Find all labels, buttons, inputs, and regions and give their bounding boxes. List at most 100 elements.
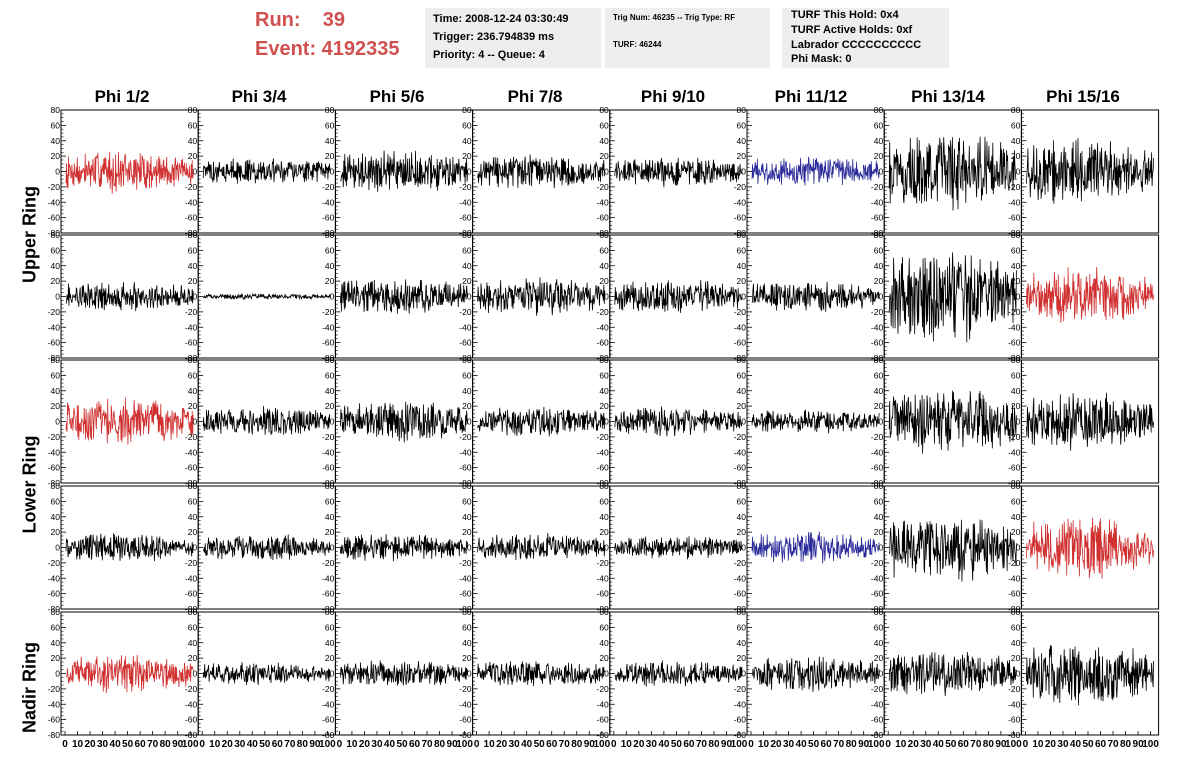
x-tick-label-c6-10: 100 (1005, 739, 1022, 750)
y-tick-label-r2-c6-6: -40 (871, 447, 884, 457)
y-tick-label-r0-c7-5: -20 (1008, 182, 1021, 192)
y-tick-label-r3-c1-0: 80 (188, 481, 198, 491)
y-tick-label-r4-c3-1: 60 (462, 622, 472, 632)
y-tick-label-r4-c1-6: -40 (185, 699, 198, 709)
y-tick-label-r3-c7-2: 40 (1011, 512, 1021, 522)
y-tick-label-r4-c1-8: -80 (185, 730, 198, 740)
y-tick-label-r2-c0-1: 60 (51, 370, 61, 380)
y-tick-label-r4-c0-7: -60 (48, 715, 61, 725)
y-tick-label-r1-c0-8: -80 (48, 353, 61, 363)
x-tick-label-c2-1: 10 (346, 739, 358, 750)
y-tick-label-r2-c4-7: -60 (597, 463, 610, 473)
y-tick-label-r4-c0-6: -40 (48, 699, 61, 709)
y-tick-label-r4-c1-3: 20 (188, 653, 198, 663)
x-tick-label-c5-4: 40 (796, 739, 808, 750)
x-tick-label-c5-8: 80 (846, 739, 858, 750)
y-tick-label-r3-c7-6: -40 (1008, 573, 1021, 583)
x-tick-label-c2-3: 30 (371, 739, 383, 750)
y-tick-label-r1-c3-4: 0 (467, 292, 472, 302)
x-tick-label-c7-9: 90 (1133, 739, 1145, 750)
x-tick-label-c0-0: 0 (62, 739, 68, 750)
x-tick-label-c5-5: 50 (808, 739, 820, 750)
y-tick-label-r0-c2-6: -40 (322, 197, 335, 207)
y-tick-label-r1-c4-8: -80 (597, 353, 610, 363)
waveform-r0-c5 (751, 156, 880, 186)
y-tick-label-r1-c0-6: -40 (48, 322, 61, 332)
y-tick-label-r4-c4-2: 40 (599, 638, 609, 648)
y-tick-label-r2-c3-2: 40 (462, 386, 472, 396)
y-tick-label-r4-c1-4: 0 (192, 669, 197, 679)
x-tick-label-c3-8: 80 (571, 739, 583, 750)
y-tick-label-r2-c2-2: 40 (325, 386, 335, 396)
y-tick-label-r4-c0-2: 40 (51, 638, 61, 648)
y-tick-label-r0-c5-2: 40 (737, 136, 747, 146)
x-tick-label-c6-3: 30 (920, 739, 932, 750)
y-tick-label-r1-c3-6: -40 (459, 322, 472, 332)
y-tick-label-r1-c0-4: 0 (55, 292, 60, 302)
y-tick-label-r4-c6-5: -20 (871, 684, 884, 694)
y-tick-label-r3-c7-3: 20 (1011, 527, 1021, 537)
waveform-r3-c1 (202, 534, 331, 561)
waveform-r3-c7 (1026, 517, 1154, 579)
y-tick-label-r4-c2-8: -80 (322, 730, 335, 740)
x-tick-label-c7-4: 40 (1070, 739, 1082, 750)
x-tick-label-c4-3: 30 (646, 739, 658, 750)
waveform-r1-c5 (751, 281, 880, 312)
y-tick-label-r3-c4-6: -40 (597, 573, 610, 583)
y-tick-label-r2-c7-5: -20 (1008, 432, 1021, 442)
y-tick-label-r3-c0-3: 20 (51, 527, 61, 537)
x-tick-label-c2-10: 100 (456, 739, 473, 750)
waveform-r0-c3 (477, 154, 606, 189)
y-tick-label-r3-c0-5: -20 (48, 558, 61, 568)
y-tick-label-r1-c5-0: 80 (737, 230, 747, 240)
column-header-phi-11-12: Phi 11/12 (774, 87, 848, 106)
y-tick-label-r1-c1-8: -80 (185, 353, 198, 363)
y-tick-label-r2-c6-3: 20 (874, 401, 884, 411)
y-tick-label-r3-c1-6: -40 (185, 573, 198, 583)
y-tick-label-r3-c1-4: 0 (192, 543, 197, 553)
y-tick-label-r3-c0-8: -80 (48, 604, 61, 614)
y-tick-label-r4-c7-8: -80 (1008, 730, 1021, 740)
y-tick-label-r2-c5-3: 20 (737, 401, 747, 411)
x-tick-label-c1-3: 30 (234, 739, 246, 750)
y-tick-label-r3-c7-1: 60 (1011, 496, 1021, 506)
waveform-r0-c6 (888, 136, 1017, 211)
y-tick-label-r3-c7-7: -60 (1008, 589, 1021, 599)
y-tick-label-r2-c7-3: 20 (1011, 401, 1021, 411)
y-tick-label-r0-c3-4: 0 (467, 167, 472, 177)
waveform-r4-c0 (65, 654, 194, 694)
y-tick-label-r0-c7-0: 80 (1011, 105, 1021, 115)
waveform-r2-c5 (751, 409, 880, 434)
x-tick-label-c3-6: 60 (546, 739, 558, 750)
y-tick-label-r2-c2-8: -80 (322, 478, 335, 488)
y-tick-label-r2-c1-1: 60 (188, 370, 198, 380)
x-tick-label-c0-3: 30 (97, 739, 109, 750)
y-tick-label-r1-c7-8: -80 (1008, 353, 1021, 363)
y-tick-label-r2-c0-6: -40 (48, 447, 61, 457)
y-tick-label-r4-c1-7: -60 (185, 715, 198, 725)
y-tick-label-r2-c1-4: 0 (192, 417, 197, 427)
y-tick-label-r3-c2-1: 60 (325, 496, 335, 506)
y-tick-label-r4-c0-5: -20 (48, 684, 61, 694)
y-tick-label-r4-c5-0: 80 (737, 607, 747, 617)
y-tick-label-r2-c2-4: 0 (330, 417, 335, 427)
y-tick-label-r4-c7-6: -40 (1008, 699, 1021, 709)
y-tick-label-r4-c2-7: -60 (322, 715, 335, 725)
y-tick-label-r3-c2-6: -40 (322, 573, 335, 583)
x-tick-label-c1-5: 50 (259, 739, 271, 750)
y-tick-label-r0-c4-7: -60 (597, 213, 610, 223)
y-tick-label-r0-c6-0: 80 (874, 105, 884, 115)
y-tick-label-r1-c6-2: 40 (874, 261, 884, 271)
x-tick-label-c1-4: 40 (247, 739, 259, 750)
x-tick-label-c1-6: 60 (272, 739, 284, 750)
y-tick-label-r2-c3-0: 80 (462, 355, 472, 365)
y-tick-label-r1-c4-7: -60 (597, 338, 610, 348)
x-tick-label-c3-3: 30 (509, 739, 521, 750)
y-tick-label-r1-c5-2: 40 (737, 261, 747, 271)
waveform-r4-c3 (477, 661, 606, 687)
y-tick-label-r4-c7-5: -20 (1008, 684, 1021, 694)
y-tick-label-r3-c6-2: 40 (874, 512, 884, 522)
y-tick-label-r0-c2-4: 0 (330, 167, 335, 177)
y-tick-label-r1-c5-1: 60 (737, 245, 747, 255)
y-tick-label-r0-c0-5: -20 (48, 182, 61, 192)
